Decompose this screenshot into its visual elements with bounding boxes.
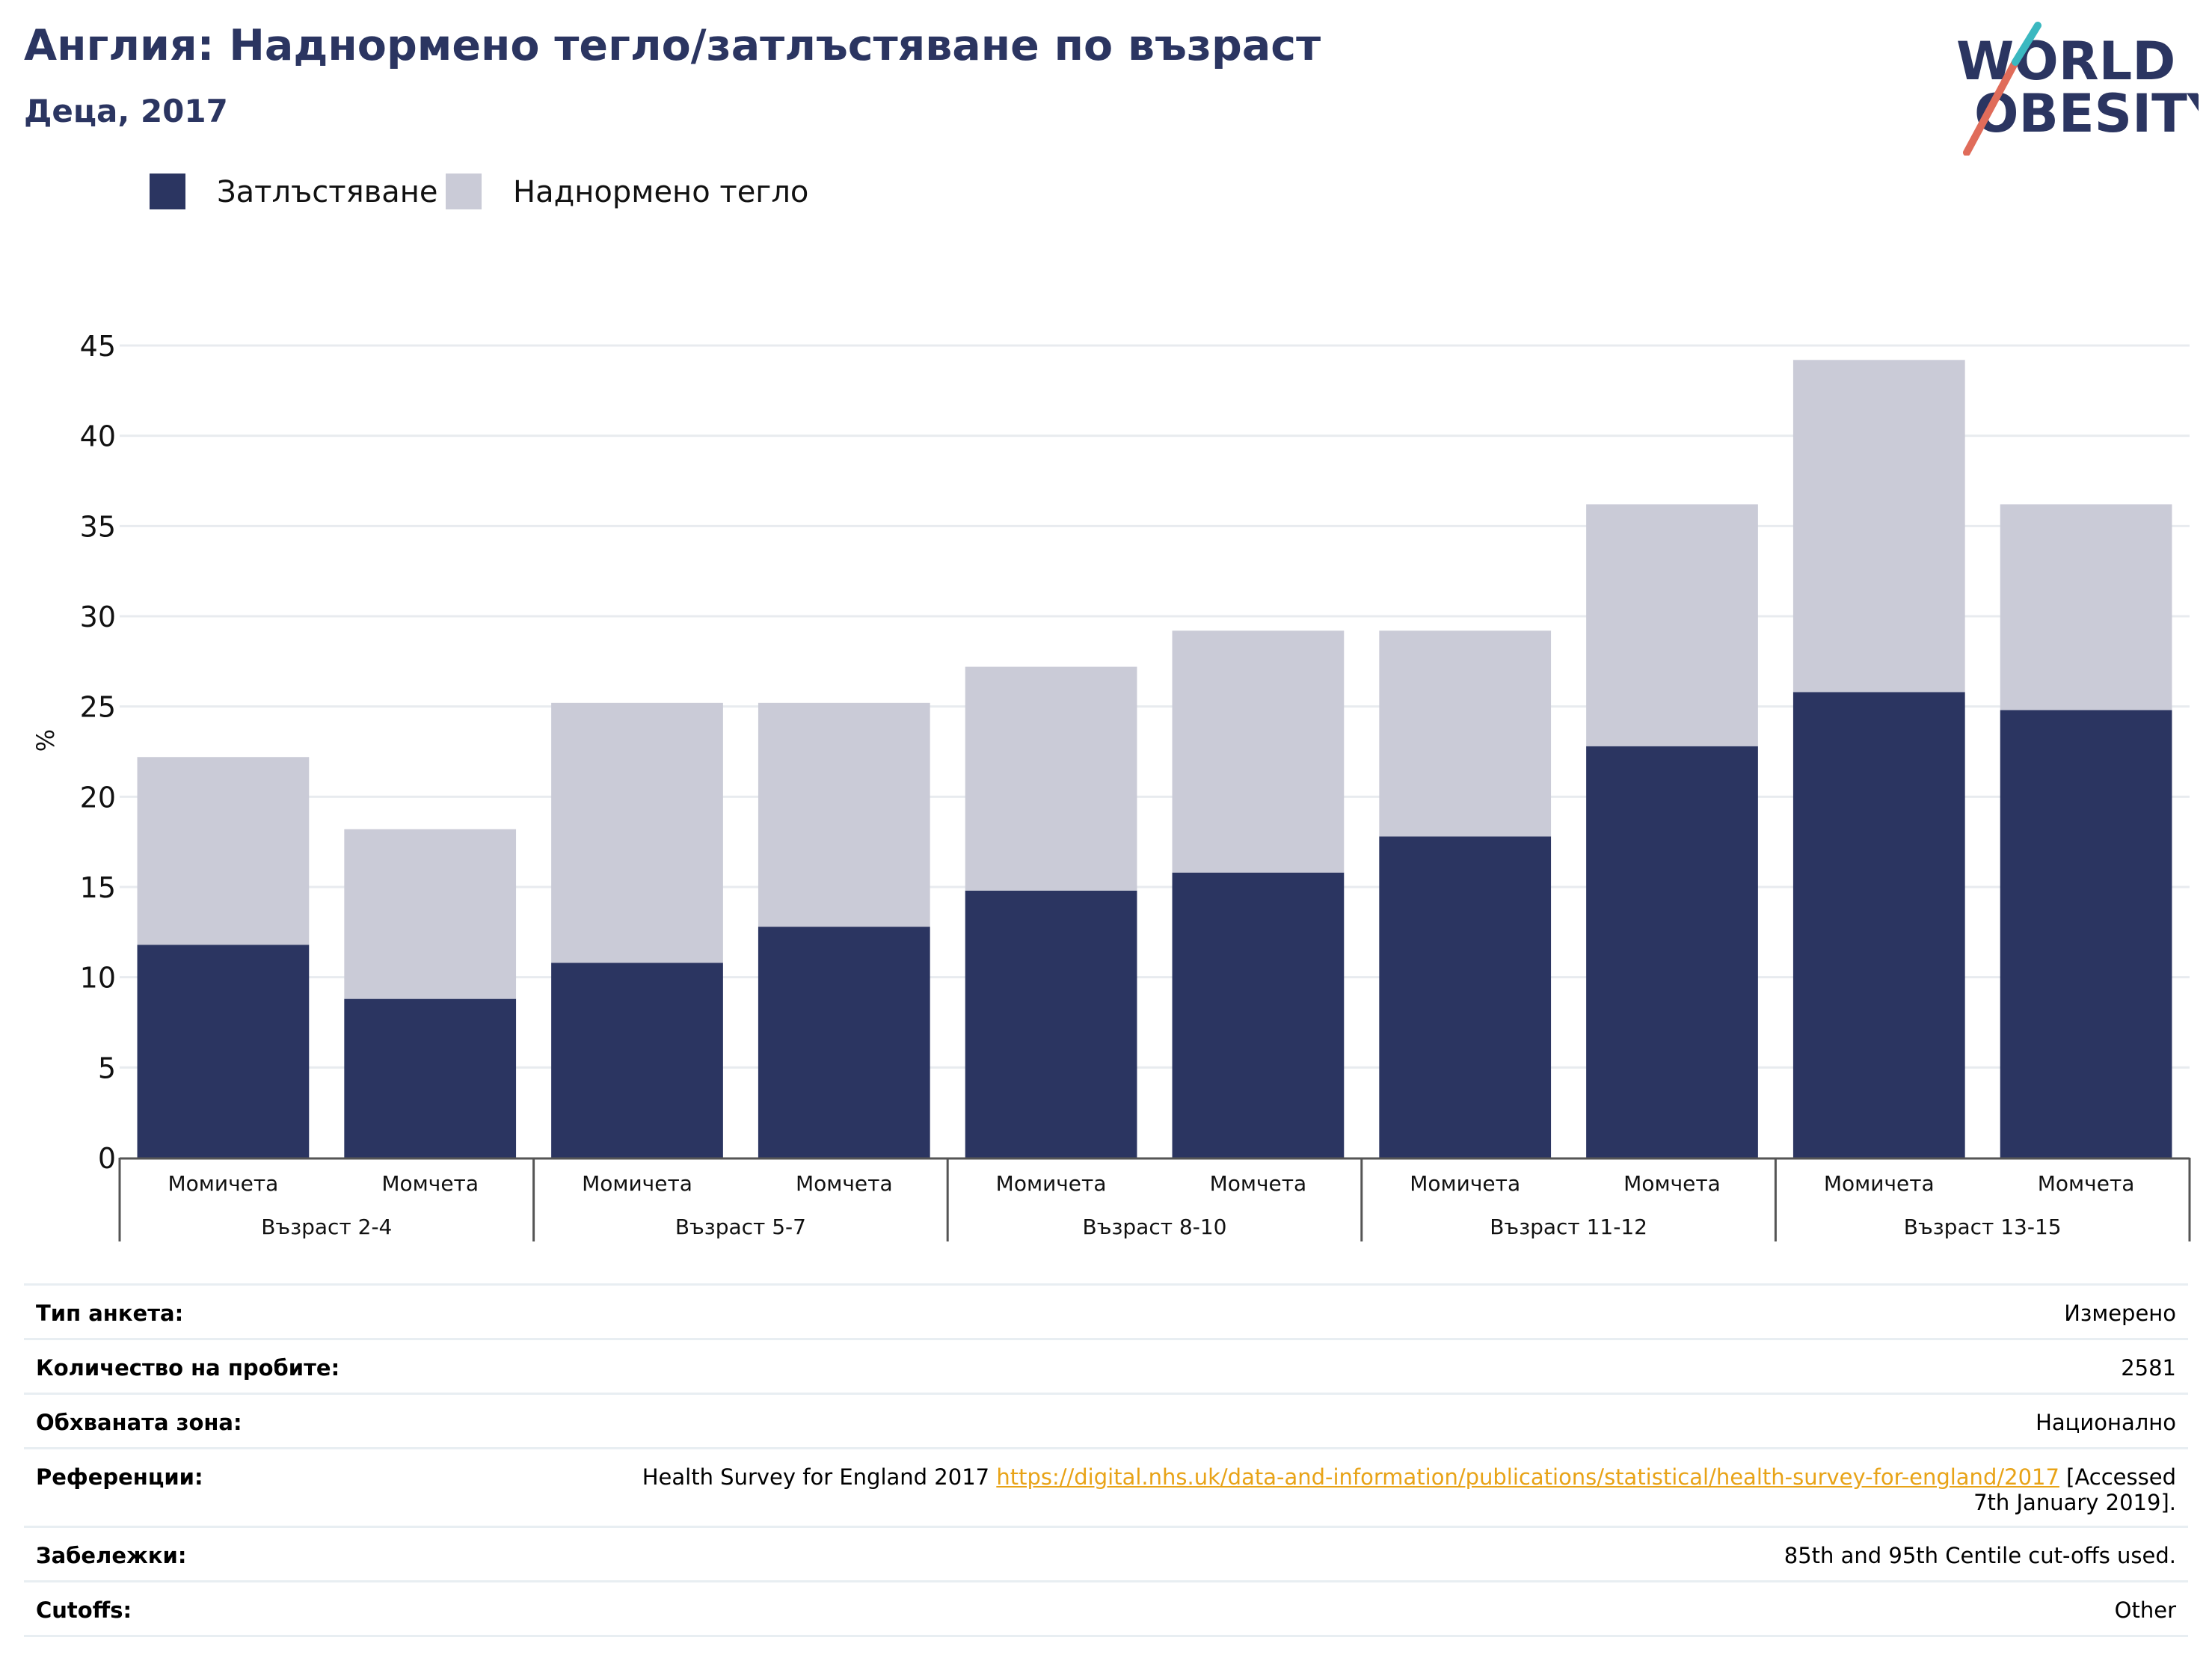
info-row-area: Обхваната зона: Национално — [24, 1393, 2188, 1447]
bar-overweight — [344, 829, 517, 999]
reference-accessed: [Accessed 7th January 2019]. — [1973, 1464, 2176, 1515]
info-key-sample-size: Количество на пробите: — [36, 1355, 340, 1381]
bar-overweight — [758, 702, 930, 927]
x-category-label: Момчета — [2038, 1171, 2135, 1196]
bar-obesity — [1379, 836, 1552, 1158]
world-obesity-logo: WORLD OBESITY — [1956, 22, 2199, 156]
info-row-survey-type: Тип анкета: Измерено — [24, 1283, 2188, 1338]
x-category-label: Момичета — [1410, 1171, 1520, 1196]
legend-label-overweight: Наднормено тегло — [513, 175, 809, 209]
legend-swatch-overweight — [446, 174, 482, 209]
chart-title: Англия: Наднормено тегло/затлъстяване по… — [24, 21, 1321, 70]
bar-overweight — [1172, 630, 1345, 873]
bar-overweight — [137, 757, 310, 945]
bars — [137, 360, 2172, 1158]
bar-obesity — [137, 945, 310, 1158]
x-category-label: Момчета — [1210, 1171, 1307, 1196]
info-value-area: Национално — [2036, 1410, 2176, 1435]
legend-label-obesity: Затлъстяване — [217, 175, 438, 209]
reference-link[interactable]: https://digital.nhs.uk/data-and-informat… — [996, 1464, 2059, 1490]
bar-overweight — [551, 702, 723, 963]
bar-obesity — [965, 890, 1137, 1158]
y-tick-label: 10 — [80, 962, 116, 995]
logo-slash-red — [1963, 58, 2019, 156]
y-tick-label: 35 — [80, 510, 116, 543]
bar-chart: 0 5 10 15 20 25 30 35 40 45% Момичета Момчета Момиче… — [31, 330, 2191, 1241]
y-tick-label: 30 — [80, 601, 116, 633]
x-category-label: Момичета — [582, 1171, 692, 1196]
x-category-label: Момичета — [168, 1171, 278, 1196]
info-key-references: Референции: — [36, 1464, 203, 1490]
bar-obesity — [1586, 746, 1758, 1158]
info-value-notes: 85th and 95th Centile cut-offs used. — [1784, 1543, 2176, 1568]
x-category-label: Момичета — [1824, 1171, 1935, 1196]
y-tick-label: 5 — [98, 1052, 116, 1084]
logo-slash-teal — [2012, 22, 2042, 66]
y-axis-label: % — [31, 729, 60, 752]
info-key-survey-type: Тип анкета: — [36, 1301, 184, 1326]
y-tick-label: 0 — [98, 1142, 116, 1175]
bar-obesity — [1172, 872, 1345, 1158]
x-group-label: Възраст 2-4 — [261, 1215, 392, 1239]
x-category-label: Момчета — [1623, 1171, 1721, 1196]
x-category-label: Момчета — [381, 1171, 479, 1196]
info-value-sample-size: 2581 — [2121, 1355, 2176, 1381]
y-tick-label: 20 — [80, 781, 116, 814]
bar-obesity — [2000, 710, 2172, 1158]
info-row-references: Референции: Health Survey for England 20… — [24, 1447, 2188, 1526]
info-value-survey-type: Измерено — [2064, 1301, 2176, 1326]
reference-text: Health Survey for England 2017 — [642, 1464, 997, 1490]
x-group-label: Възраст 13-15 — [1904, 1215, 2062, 1239]
logo-line-obesity: OBESITY — [1974, 83, 2199, 144]
axes: 0 5 10 15 20 25 30 35 40 45% Момичета Момчета Момиче… — [31, 330, 2191, 1241]
info-row-notes: Забележки: 85th and 95th Centile cut-off… — [24, 1526, 2188, 1580]
bar-overweight — [1792, 360, 1965, 693]
survey-info-table: Тип анкета: Измерено Количество на проби… — [24, 1283, 2188, 1637]
info-key-cutoffs: Cutoffs: — [36, 1597, 132, 1623]
bar-overweight — [1379, 630, 1552, 837]
x-group-label: Възраст 5-7 — [675, 1215, 806, 1239]
bar-overweight — [1586, 504, 1758, 746]
bar-obesity — [551, 963, 723, 1158]
y-tick-label: 15 — [80, 871, 116, 904]
x-category-label: Момчета — [796, 1171, 893, 1196]
info-row-cutoffs: Cutoffs: Other — [24, 1580, 2188, 1637]
bar-obesity — [344, 998, 517, 1158]
info-value-references: Health Survey for England 2017 https://d… — [606, 1464, 2176, 1515]
logo-line-world: WORLD — [1956, 31, 2175, 92]
x-group-label: Възраст 8-10 — [1083, 1215, 1227, 1239]
info-key-area: Обхваната зона: — [36, 1410, 242, 1435]
x-group-label: Възраст 11-12 — [1490, 1215, 1647, 1239]
chart-subtitle: Деца, 2017 — [24, 93, 228, 129]
bar-overweight — [965, 666, 1137, 891]
bar-obesity — [758, 927, 930, 1158]
info-value-cutoffs: Other — [2114, 1597, 2176, 1623]
bar-obesity — [1792, 692, 1965, 1158]
x-category-label: Момичета — [996, 1171, 1107, 1196]
legend-swatch-obesity — [150, 174, 185, 209]
y-tick-label: 45 — [80, 330, 116, 363]
y-tick-label: 25 — [80, 691, 116, 724]
info-row-sample-size: Количество на пробите: 2581 — [24, 1338, 2188, 1393]
info-key-notes: Забележки: — [36, 1543, 187, 1568]
bar-overweight — [2000, 504, 2172, 710]
y-tick-label: 40 — [80, 420, 116, 453]
